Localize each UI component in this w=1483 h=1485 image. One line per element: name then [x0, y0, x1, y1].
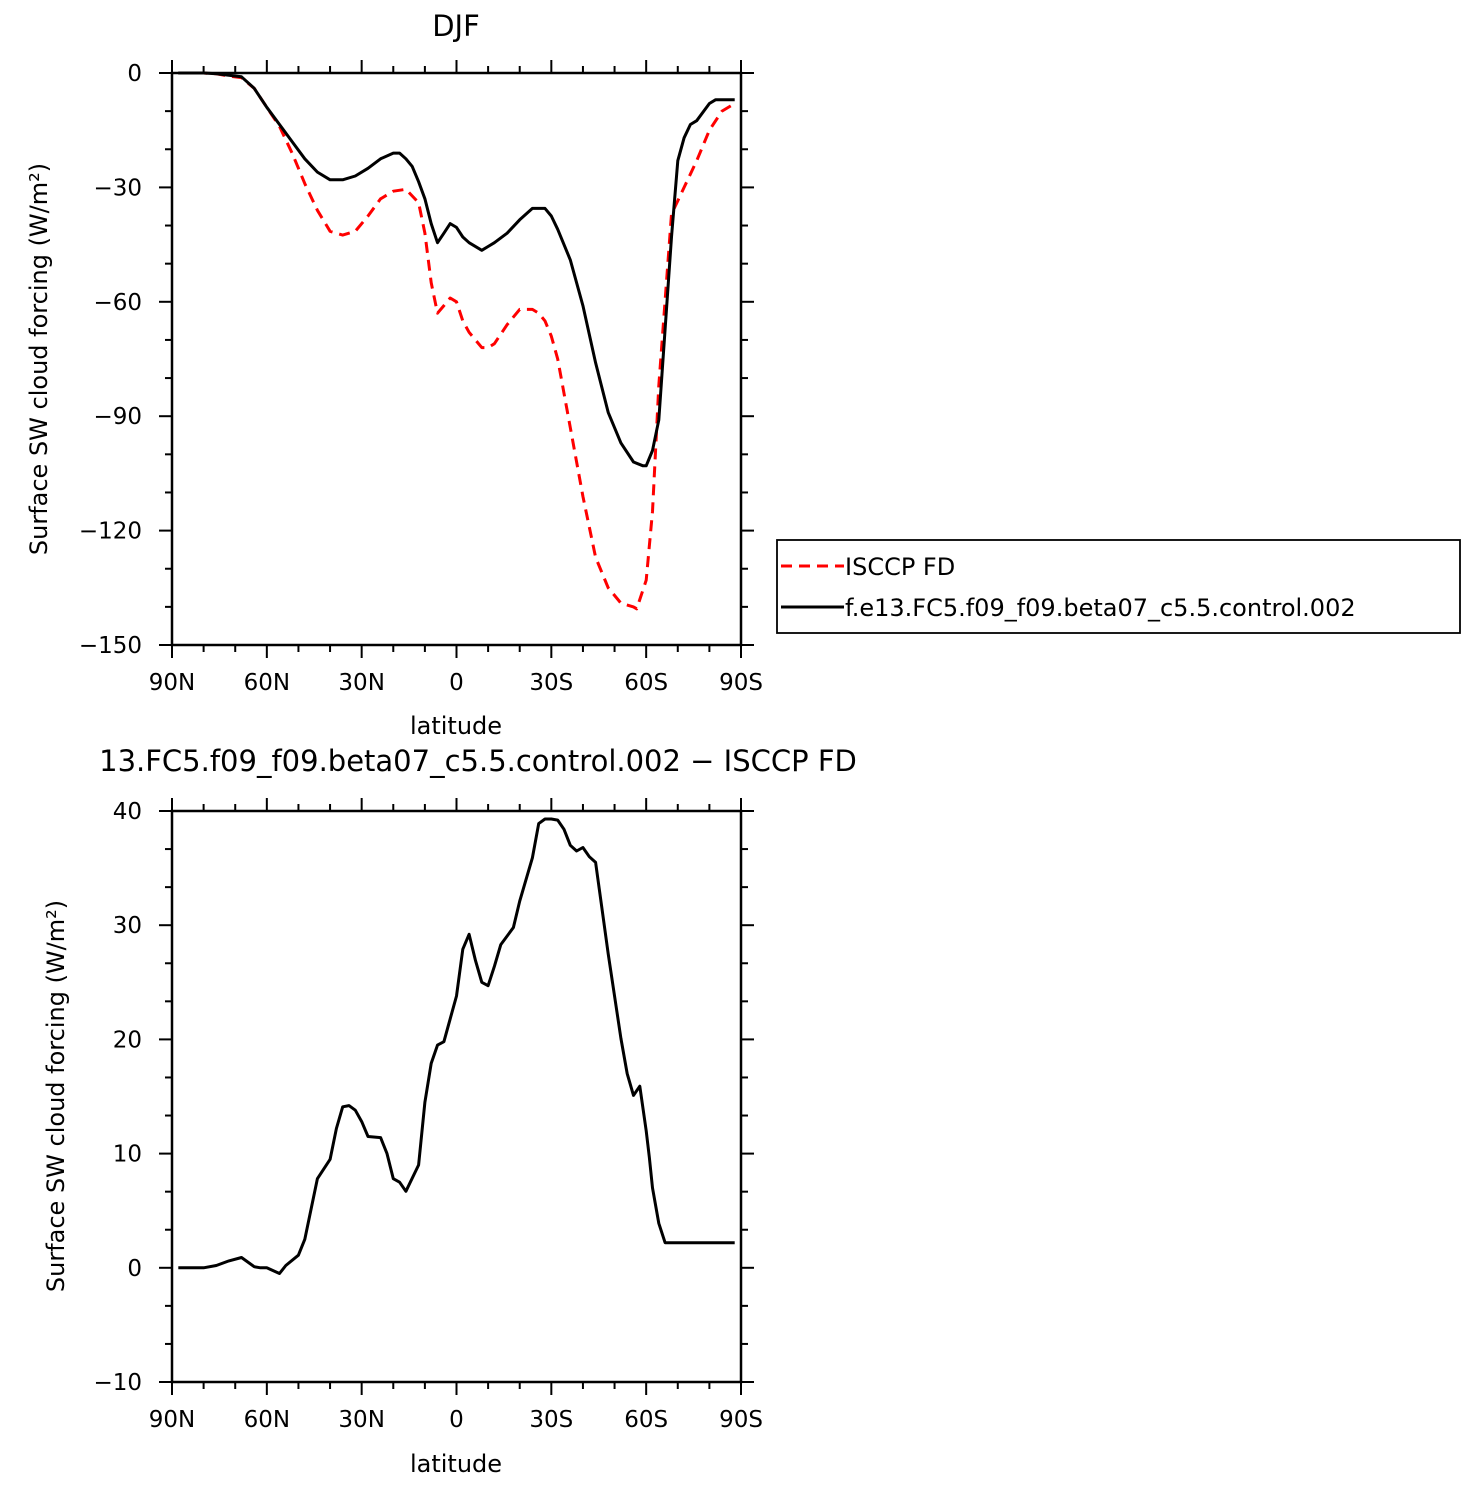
legend-label-model: f.e13.FC5.f09_f09.beta07_c5.5.control.00… [845, 594, 1356, 622]
bottom-y-tick-label: 10 [113, 1142, 142, 1168]
top-x-axis-label: latitude [410, 712, 502, 740]
bottom-x-axis-label: latitude [410, 1450, 502, 1478]
top-plot-frame [170, 71, 743, 647]
top-plot-area [178, 71, 736, 611]
top-y-tick-label: −60 [93, 290, 142, 316]
top-y-tick-label: −150 [79, 633, 142, 659]
bottom-panel-title: 13.FC5.f09_f09.beta07_c5.5.control.002 −… [99, 744, 857, 778]
bottom-panel: 13.FC5.f09_f09.beta07_c5.5.control.002 −… [42, 744, 857, 1478]
top-y-axis-label: Surface SW cloud forcing (W/m²) [25, 163, 53, 555]
bottom-y-tick-label: 20 [113, 1027, 142, 1053]
bottom-x-tick-label: 60N [244, 1407, 290, 1433]
top-x-tick-label: 90S [719, 670, 763, 696]
top-x-tick-label: 30N [338, 670, 384, 696]
bottom-y-tick-label: 40 [113, 799, 142, 825]
bottom-plot-area [178, 817, 735, 1275]
bottom-x-tick-label: 90S [719, 1407, 763, 1433]
top-ticks: 90N 60N 30N 0 30S 60S 90S 0 −30 −60 −90 −120 −150 [79, 60, 763, 696]
legend-box [776, 539, 1461, 634]
top-x-tick-label: 60S [624, 670, 668, 696]
bottom-plot-frame [170, 809, 743, 1384]
top-y-tick-label: −90 [93, 404, 142, 430]
bottom-x-tick-label: 30N [338, 1407, 384, 1433]
top-panel-title: DJF [432, 9, 480, 43]
bottom-x-tick-label: 0 [449, 1407, 464, 1433]
top-panel: DJF 90N 60N 30N 0 30S 60S 90S 0 −30 −60 −90 −120 −15… [25, 9, 763, 740]
legend-label-isccp: ISCCP FD [845, 553, 955, 581]
bottom-y-tick-label: 0 [127, 1256, 142, 1282]
bottom-y-axis-label: Surface SW cloud forcing (W/m²) [42, 900, 70, 1292]
bottom-ticks: 90N 60N 30N 0 30S 60S 90S 40 30 20 10 0 −10 [93, 798, 763, 1433]
top-x-tick-label: 60N [244, 670, 290, 696]
bottom-y-tick-label: 30 [113, 913, 142, 939]
top-x-tick-label: 90N [149, 670, 195, 696]
top-x-tick-label: 0 [449, 670, 464, 696]
bottom-x-tick-label: 30S [529, 1407, 573, 1433]
bottom-y-tick-label: −10 [93, 1370, 142, 1396]
top-y-tick-label: 0 [127, 61, 142, 87]
bottom-x-tick-label: 60S [624, 1407, 668, 1433]
top-y-tick-label: −30 [93, 175, 142, 201]
top-series-line-1 [178, 71, 735, 468]
bottom-series-line-0 [178, 817, 735, 1275]
top-y-tick-label: −120 [79, 519, 142, 545]
top-series-line-0 [178, 71, 736, 611]
top-x-tick-label: 30S [529, 670, 573, 696]
bottom-x-tick-label: 90N [149, 1407, 195, 1433]
legend: ISCCP FD f.e13.FC5.f09_f09.beta07_c5.5.c… [776, 539, 1461, 634]
